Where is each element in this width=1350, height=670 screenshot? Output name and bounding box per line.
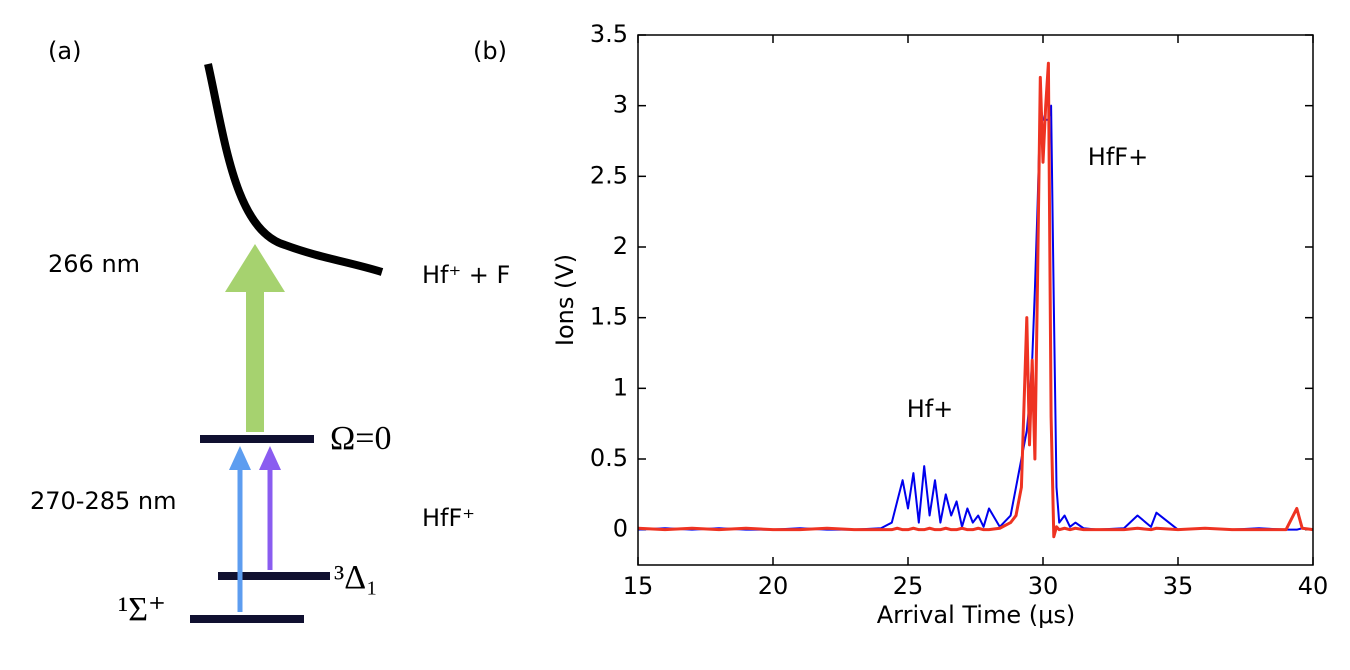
- x-tick-label: 30: [1028, 572, 1059, 600]
- y-axis-label: Ions (V): [551, 254, 579, 346]
- y-tick-label: 0: [613, 515, 628, 543]
- x-tick-label: 40: [1298, 572, 1329, 600]
- annotation: HfF+: [1088, 143, 1148, 171]
- potential-curve: [204, 63, 384, 276]
- y-tick-label: 0.5: [590, 444, 628, 472]
- arrow-head: [229, 446, 251, 470]
- y-tick-label: 3.5: [590, 20, 628, 48]
- state-label: Ω=0: [330, 420, 391, 457]
- wavelength-label: 270-285 nm: [30, 487, 177, 515]
- annotation: Hf+: [907, 395, 954, 423]
- y-tick-label: 2.5: [590, 161, 628, 189]
- dissociation-arrow: [225, 244, 285, 432]
- wavelength-label: 266 nm: [48, 250, 140, 278]
- panel-a: (a) 266 nm Hf⁺ + F Ω=0 270-285 nm HfF⁺ ³…: [30, 37, 510, 628]
- x-tick-label: 35: [1163, 572, 1194, 600]
- x-axis-label: Arrival Time (μs): [877, 601, 1075, 629]
- state-label: ³Δ₁: [334, 559, 378, 596]
- arrow-head: [259, 446, 281, 470]
- series-line: [637, 104, 1314, 531]
- state-label: ¹Σ⁺: [118, 591, 166, 628]
- x-tick-label: 15: [623, 572, 654, 600]
- series-line: [637, 61, 1314, 539]
- y-tick-label: 2: [613, 232, 628, 260]
- y-tick-label: 3: [613, 91, 628, 119]
- products-label: Hf⁺ + F: [422, 261, 510, 289]
- plot-frame: [637, 34, 1314, 566]
- panel-label: (b): [473, 37, 507, 65]
- y-tick-label: 1.5: [590, 303, 628, 331]
- molecule-label: HfF⁺: [422, 504, 475, 532]
- panel-label: (a): [48, 37, 81, 65]
- x-tick-label: 20: [758, 572, 789, 600]
- panel-b: (b) Arrival Time (μs) Ions (V) 0 0.5 1 1.5 2…: [473, 20, 1328, 629]
- x-tick-label: 25: [893, 572, 924, 600]
- y-tick-label: 1: [613, 373, 628, 401]
